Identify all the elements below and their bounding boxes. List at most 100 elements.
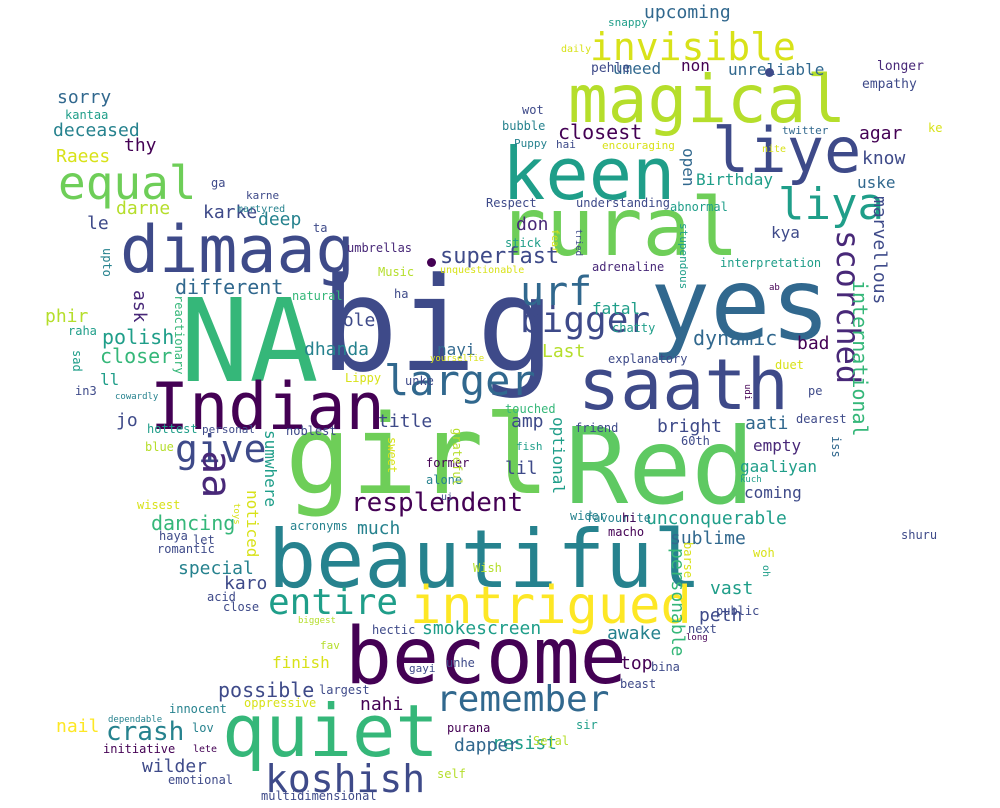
decorative-dot bbox=[765, 68, 774, 77]
cloud-word: noblest bbox=[286, 424, 337, 438]
cloud-word: peth bbox=[699, 605, 743, 626]
cloud-word: gaaliyan bbox=[740, 457, 818, 476]
cloud-word: stick bbox=[505, 236, 542, 250]
cloud-word: long bbox=[686, 633, 708, 643]
cloud-word: cowardly bbox=[115, 392, 159, 402]
cloud-word: encouraging bbox=[602, 139, 675, 152]
cloud-word: beast bbox=[620, 677, 657, 691]
cloud-word: public bbox=[716, 604, 760, 618]
cloud-word: Sejal bbox=[533, 734, 570, 748]
cloud-word: keen bbox=[502, 132, 676, 216]
cloud-word: oh bbox=[760, 565, 771, 578]
cloud-word: ask bbox=[129, 290, 150, 323]
cloud-word: unreliable bbox=[728, 60, 825, 79]
cloud-word: liya bbox=[778, 179, 884, 230]
cloud-word: larger bbox=[384, 356, 536, 405]
cloud-word: Birthday bbox=[696, 170, 774, 189]
cloud-word: yes bbox=[650, 246, 831, 363]
cloud-word: biggest bbox=[298, 616, 336, 626]
cloud-word: ta bbox=[313, 221, 328, 235]
cloud-word: empathy bbox=[862, 77, 917, 92]
cloud-word: non bbox=[681, 56, 710, 75]
cloud-word: unhe bbox=[446, 656, 475, 670]
cloud-word: former bbox=[426, 456, 470, 470]
cloud-word: grateful bbox=[450, 428, 464, 486]
cloud-word: ll bbox=[100, 370, 120, 389]
cloud-word: resplendent bbox=[351, 488, 524, 518]
cloud-word: closest bbox=[558, 120, 643, 144]
cloud-word: top bbox=[620, 653, 653, 674]
cloud-word: wider bbox=[570, 509, 607, 523]
cloud-word: empty bbox=[753, 436, 802, 455]
cloud-word: innocent bbox=[169, 702, 227, 716]
cloud-word: wisest bbox=[137, 498, 181, 512]
cloud-word: know bbox=[862, 148, 906, 169]
cloud-word: open bbox=[679, 148, 698, 187]
cloud-word: hectic bbox=[372, 623, 416, 637]
cloud-word: entire bbox=[268, 582, 399, 623]
cloud-word: equal bbox=[58, 156, 197, 210]
cloud-word: close bbox=[223, 600, 260, 614]
cloud-word: ke bbox=[928, 121, 943, 135]
cloud-word: bright bbox=[657, 416, 723, 437]
cloud-word: gayi bbox=[409, 662, 436, 675]
cloud-word: fear bbox=[549, 229, 560, 254]
cloud-word: sublime bbox=[670, 528, 746, 549]
cloud-word: title bbox=[378, 411, 433, 432]
cloud-word: urf bbox=[520, 269, 593, 315]
cloud-word: umbrellas bbox=[347, 241, 413, 255]
cloud-word: sumwhere bbox=[261, 430, 280, 508]
cloud-word: Lippy bbox=[345, 371, 382, 385]
cloud-word: umeed bbox=[613, 59, 662, 78]
cloud-word: agar bbox=[859, 123, 903, 144]
cloud-word: sorry bbox=[57, 87, 112, 108]
cloud-word: purana bbox=[447, 721, 491, 735]
cloud-word: dhanda bbox=[304, 339, 370, 360]
cloud-word: initiative bbox=[103, 742, 176, 756]
cloud-word: acronyms bbox=[290, 519, 348, 533]
cloud-word: hai bbox=[556, 138, 576, 151]
cloud-word: resist bbox=[492, 733, 558, 754]
cloud-word: bubble bbox=[502, 119, 546, 133]
cloud-word: multidimensional bbox=[261, 789, 377, 803]
cloud-word: iss bbox=[829, 436, 843, 458]
cloud-word: dearest bbox=[796, 412, 847, 426]
cloud-word: emotional bbox=[168, 773, 234, 787]
cloud-word: dynamic bbox=[693, 326, 778, 350]
cloud-word: thy bbox=[124, 135, 157, 156]
cloud-word: unconquerable bbox=[646, 508, 787, 529]
cloud-word: longer bbox=[877, 59, 924, 74]
cloud-word: beautiful bbox=[268, 513, 702, 606]
cloud-word: nail bbox=[56, 716, 100, 737]
cloud-word: quiet bbox=[222, 689, 439, 773]
cloud-word: different bbox=[175, 275, 284, 299]
cloud-word: smokescreen bbox=[422, 618, 542, 639]
cloud-word: amp bbox=[511, 411, 544, 432]
cloud-word: wilder bbox=[142, 756, 208, 777]
cloud-word: let bbox=[193, 533, 215, 547]
cloud-word: vast bbox=[710, 578, 754, 599]
cloud-word: finish bbox=[272, 653, 330, 672]
cloud-word: interpretation bbox=[720, 256, 822, 270]
cloud-word: koshish bbox=[265, 757, 426, 801]
cloud-word: daily bbox=[561, 44, 592, 55]
cloud-word: aa bbox=[193, 450, 239, 499]
cloud-word: remember bbox=[436, 679, 610, 720]
cloud-word: Respect bbox=[486, 196, 537, 210]
cloud-word: 60th bbox=[681, 434, 710, 448]
cloud-word: saath bbox=[578, 344, 789, 426]
cloud-word: uske bbox=[857, 173, 896, 192]
cloud-word: sad bbox=[70, 350, 84, 372]
cloud-word: karo bbox=[224, 573, 268, 594]
cloud-word: twitter bbox=[782, 124, 829, 137]
cloud-word: explanatory bbox=[608, 352, 688, 366]
cloud-word: NA bbox=[180, 275, 319, 409]
cloud-word: blue bbox=[145, 440, 174, 454]
cloud-word: Red bbox=[565, 406, 755, 528]
cloud-word: bigger bbox=[520, 300, 651, 341]
cloud-word: favourite bbox=[586, 511, 652, 525]
cloud-word: reactionary bbox=[172, 295, 186, 375]
cloud-word: ui bbox=[441, 492, 454, 503]
cloud-word: toys bbox=[231, 503, 241, 525]
cloud-word: bole bbox=[332, 310, 376, 331]
